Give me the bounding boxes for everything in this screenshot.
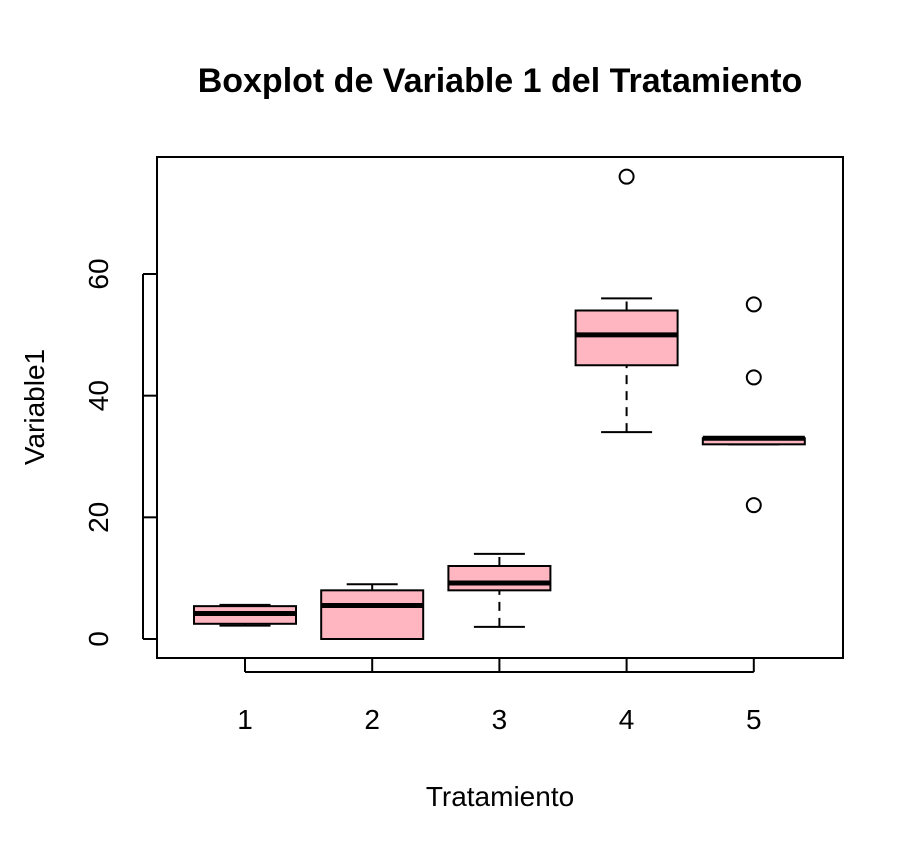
- outlier-point: [745, 369, 762, 386]
- chart-marks: 1 2 3 4 5 0 20 40 60: [83, 168, 806, 735]
- y-tick-label: 60: [83, 258, 114, 289]
- x-tick-label: 2: [364, 704, 380, 735]
- y-tick-label: 0: [83, 631, 114, 647]
- chart-title: Boxplot de Variable 1 del Tratamiento: [198, 62, 803, 100]
- x-tick-label: 1: [237, 704, 253, 735]
- outlier-point: [745, 497, 762, 514]
- box-iqr: [574, 309, 679, 367]
- y-tick-label: 20: [83, 502, 114, 533]
- box-iqr: [447, 565, 552, 592]
- x-axis-label: Tratamiento: [426, 781, 574, 812]
- x-tick-label: 4: [619, 704, 635, 735]
- box-iqr: [320, 589, 425, 640]
- outlier-point: [618, 168, 635, 185]
- outlier-point: [745, 296, 762, 313]
- y-axis-label: Variable1: [19, 349, 50, 465]
- x-tick-label: 3: [492, 704, 508, 735]
- x-tick-label: 5: [746, 704, 762, 735]
- y-tick-label: 40: [83, 380, 114, 411]
